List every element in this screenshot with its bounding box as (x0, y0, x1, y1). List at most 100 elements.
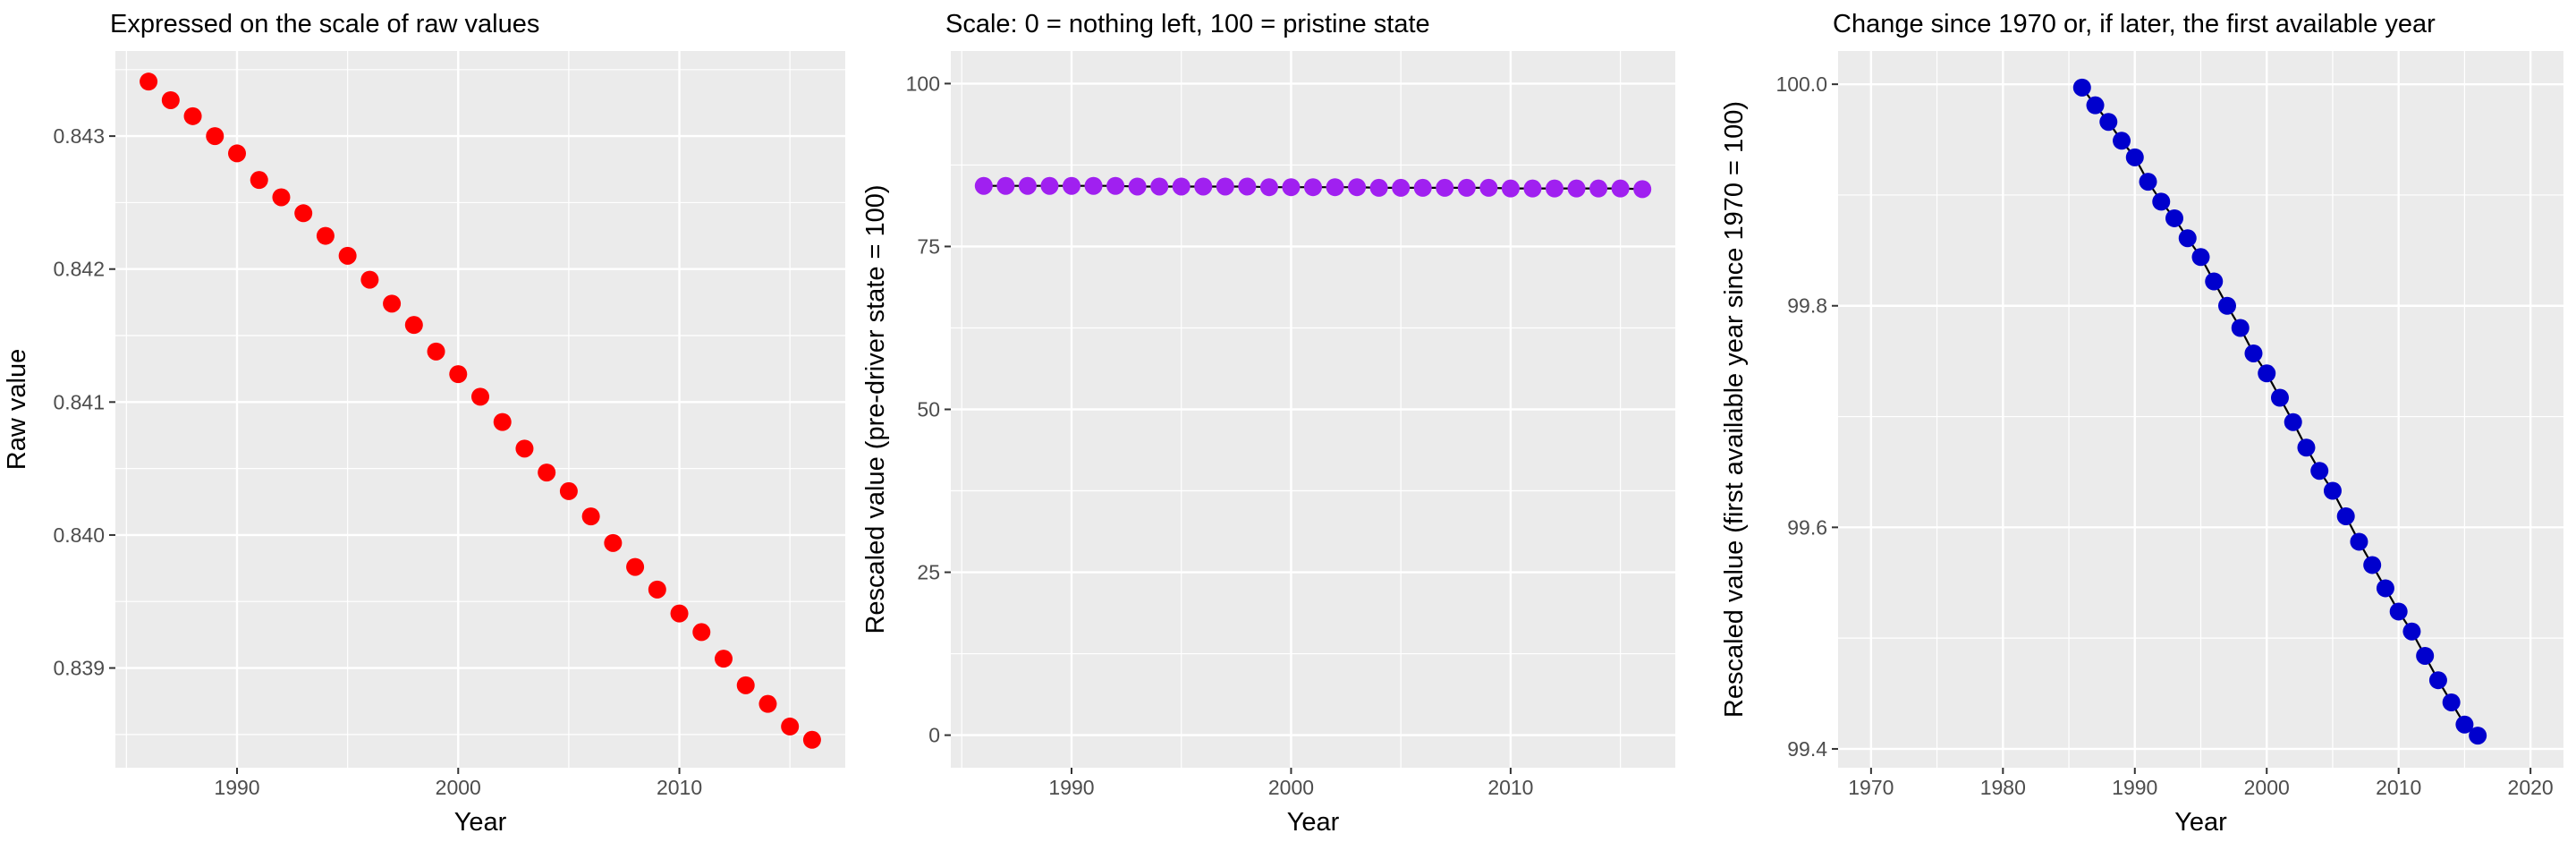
data-point (316, 226, 335, 245)
data-point (2217, 296, 2236, 315)
chart-change-since-1970: Change since 1970 or, if later, the firs… (1720, 10, 2563, 837)
data-point (404, 316, 423, 335)
data-point (538, 464, 556, 482)
data-point (206, 127, 225, 146)
y-tick-label: 50 (917, 398, 940, 421)
x-tick-label: 2010 (1487, 776, 1533, 799)
data-point (1413, 178, 1432, 197)
x-tick-label: 1990 (2112, 776, 2157, 799)
data-point (2258, 364, 2276, 383)
data-point (183, 106, 202, 125)
chart-raw-values: Expressed on the scale of raw values 1990… (3, 10, 845, 837)
data-point (2402, 622, 2421, 641)
data-point (1238, 177, 1257, 196)
data-point (1150, 177, 1169, 196)
y-tick-label: 99.8 (1787, 294, 1827, 318)
y-tick-label: 0.842 (53, 258, 105, 281)
y-tick-label: 0.839 (53, 657, 105, 680)
data-point (2350, 532, 2368, 551)
data-point (736, 676, 755, 694)
data-point (2310, 462, 2329, 481)
panel-raw-values: Expressed on the scale of raw values 1990… (0, 0, 859, 859)
x-tick-label: 2000 (436, 776, 481, 799)
data-point (383, 294, 402, 313)
data-point (250, 171, 268, 190)
data-point (2442, 693, 2461, 711)
data-point (670, 604, 689, 623)
x-axis-title: Year (2174, 808, 2227, 837)
y-tick-label: 75 (917, 234, 940, 258)
data-point (471, 387, 489, 406)
data-point (360, 270, 379, 289)
data-point (2125, 148, 2144, 166)
data-point (1106, 176, 1125, 195)
x-tick-label: 1980 (1980, 776, 2026, 799)
data-point (2270, 388, 2289, 407)
y-tick-label: 0.840 (53, 523, 105, 547)
data-point (2455, 715, 2474, 734)
data-point (781, 717, 800, 736)
data-point (2336, 506, 2355, 525)
data-point (715, 650, 733, 668)
data-point (802, 730, 821, 749)
x-tick-label: 2010 (657, 776, 702, 799)
data-point (2428, 671, 2447, 690)
data-point (604, 533, 623, 552)
data-point (2323, 481, 2342, 500)
y-tick-label: 99.6 (1787, 515, 1827, 539)
chart-rescaled-values: Scale: 0 = nothing left, 100 = pristine … (861, 10, 1675, 837)
y-tick-label: 100.0 (1775, 72, 1827, 96)
data-point (1567, 179, 1586, 198)
x-tick-label: 2010 (2376, 776, 2421, 799)
data-point (974, 176, 993, 195)
y-axis-title: Raw value (3, 349, 31, 470)
x-tick-label: 1990 (1048, 776, 1094, 799)
data-point (1259, 178, 1278, 197)
y-axis-title: Rescaled value (pre-driver state = 100) (861, 184, 890, 634)
data-point (1501, 179, 1520, 198)
data-point (1436, 178, 1454, 197)
x-axis-title: Year (1287, 808, 1340, 837)
y-tick-label: 0 (928, 724, 940, 747)
data-point (2139, 173, 2157, 191)
data-point (338, 246, 357, 265)
chart-title: Change since 1970 or, if later, the firs… (1833, 10, 2436, 38)
data-point (2113, 132, 2131, 150)
data-point (427, 342, 445, 361)
data-point (493, 412, 512, 431)
data-point (1304, 178, 1322, 197)
data-point (228, 144, 246, 163)
data-point (1128, 177, 1147, 196)
plot-background (115, 51, 845, 768)
data-point (2363, 556, 2382, 574)
data-point (626, 557, 645, 576)
x-tick-label: 2000 (1268, 776, 1314, 799)
data-point (2376, 579, 2394, 598)
data-point (2099, 113, 2118, 132)
y-tick-label: 100 (906, 72, 940, 95)
data-point (2165, 208, 2184, 227)
data-point (1216, 177, 1234, 196)
data-point (1348, 178, 1367, 197)
data-point (1479, 178, 1498, 197)
y-tick-label: 25 (917, 561, 940, 584)
data-point (294, 204, 313, 223)
data-point (2416, 646, 2435, 665)
x-tick-label: 2000 (2244, 776, 2290, 799)
data-point (2191, 248, 2210, 267)
data-point (2178, 229, 2197, 248)
data-point (1063, 176, 1080, 195)
data-point (581, 507, 600, 526)
data-point (2244, 344, 2263, 362)
data-point (1589, 179, 1608, 198)
data-point (2205, 272, 2224, 291)
data-point (449, 365, 468, 384)
data-point (1369, 178, 1388, 197)
data-point (1523, 179, 1542, 198)
chart-title: Scale: 0 = nothing left, 100 = pristine … (945, 10, 1430, 38)
data-point (1611, 179, 1630, 198)
panel-rescaled-values: Scale: 0 = nothing left, 100 = pristine … (859, 0, 1717, 859)
data-point (2469, 727, 2487, 745)
data-point (1194, 177, 1213, 196)
data-point (2389, 602, 2408, 621)
